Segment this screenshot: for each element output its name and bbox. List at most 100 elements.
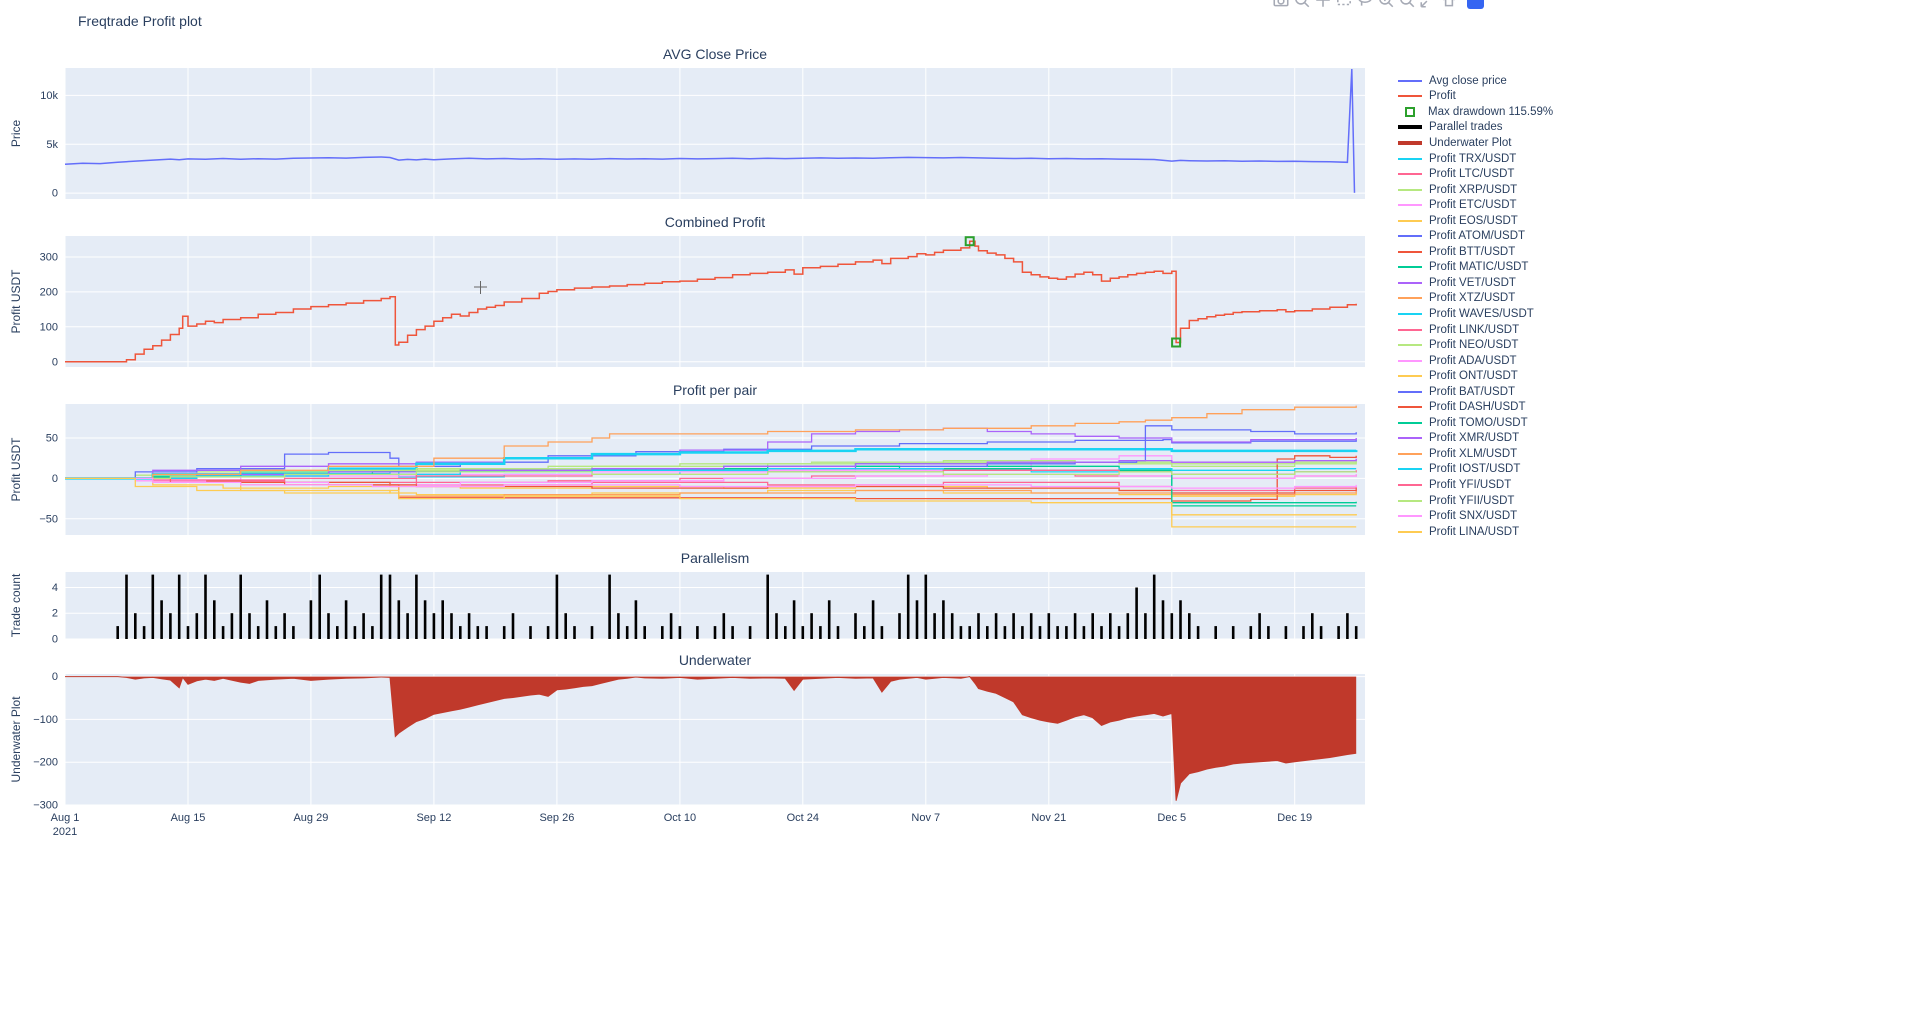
trade-count-bar — [1029, 613, 1033, 639]
legend-item-profit-iost-usdt[interactable]: Profit IOST/USDT — [1398, 462, 1553, 478]
legend-item-profit-neo-usdt[interactable]: Profit NEO/USDT — [1398, 337, 1553, 353]
trade-count-bar — [256, 626, 260, 639]
legend-item-max-drawdown-115-59[interactable]: Max drawdown 115.59% — [1398, 104, 1553, 120]
trade-count-bar — [186, 626, 190, 639]
trade-count-bar — [160, 600, 163, 639]
legend-label: Profit SNX/USDT — [1429, 510, 1518, 523]
legend-label: Profit TRX/USDT — [1429, 152, 1517, 165]
legend-item-profit-xlm-usdt[interactable]: Profit XLM/USDT — [1398, 446, 1553, 462]
trade-count-bar — [1311, 613, 1314, 639]
trade-count-bar — [476, 626, 480, 639]
legend-item-profit-snx-usdt[interactable]: Profit SNX/USDT — [1398, 508, 1553, 524]
legend-label: Profit XLM/USDT — [1429, 447, 1518, 460]
legend-label: Profit — [1429, 90, 1456, 103]
reset-axes-icon[interactable] — [1440, 0, 1458, 9]
series-profit — [65, 240, 1357, 363]
legend-item-profit-vet-usdt[interactable]: Profit VET/USDT — [1398, 275, 1553, 291]
plotly-logo[interactable] — [1467, 0, 1484, 9]
legend-item-profit[interactable]: Profit — [1398, 89, 1553, 105]
trade-count-bar — [116, 626, 119, 639]
y-tick-label: −50 — [39, 513, 58, 525]
legend-item-profit-eos-usdt[interactable]: Profit EOS/USDT — [1398, 213, 1553, 229]
legend-item-profit-waves-usdt[interactable]: Profit WAVES/USDT — [1398, 306, 1553, 322]
legend-item-profit-dash-usdt[interactable]: Profit DASH/USDT — [1398, 399, 1553, 415]
trade-count-bar — [880, 626, 884, 639]
plot-area-combined-profit[interactable] — [65, 236, 1365, 367]
plot-area-avg-close-price[interactable] — [65, 68, 1365, 199]
legend-label: Profit LTC/USDT — [1429, 168, 1515, 181]
legend-item-profit-yfi-usdt[interactable]: Profit YFI/USDT — [1398, 477, 1553, 493]
legend-label: Profit YFII/USDT — [1429, 494, 1515, 507]
legend-label: Parallel trades — [1429, 121, 1503, 134]
trade-count-bar — [195, 613, 199, 639]
trade-count-bar — [564, 613, 567, 639]
legend-item-profit-yfii-usdt[interactable]: Profit YFII/USDT — [1398, 493, 1553, 509]
trade-count-bar — [994, 613, 998, 639]
legend-item-profit-etc-usdt[interactable]: Profit ETC/USDT — [1398, 197, 1553, 213]
legend-swatch-icon — [1398, 499, 1422, 502]
y-tick-label: −200 — [33, 757, 58, 769]
trade-count-bar — [827, 600, 831, 639]
legend-label: Profit DASH/USDT — [1429, 401, 1526, 414]
zoom-in-icon[interactable] — [1377, 0, 1395, 9]
legend-swatch-icon — [1398, 266, 1422, 269]
trade-count-bar — [1021, 626, 1024, 639]
legend-swatch-icon — [1398, 312, 1422, 315]
legend-item-avg-close-price[interactable]: Avg close price — [1398, 73, 1553, 89]
legend-item-profit-xmr-usdt[interactable]: Profit XMR/USDT — [1398, 431, 1553, 447]
page-title: Freqtrade Profit plot — [78, 13, 202, 29]
trade-count-bar — [204, 574, 207, 639]
legend-item-profit-ont-usdt[interactable]: Profit ONT/USDT — [1398, 368, 1553, 384]
trade-count-bar — [573, 626, 576, 639]
legend-item-profit-lina-usdt[interactable]: Profit LINA/USDT — [1398, 524, 1553, 540]
trade-count-bar — [546, 626, 550, 639]
trade-count-bar — [344, 600, 348, 639]
trade-count-bar — [669, 613, 673, 639]
zoom-out-icon[interactable] — [1398, 0, 1416, 9]
trade-count-bar — [292, 626, 295, 639]
autoscale-icon[interactable] — [1419, 0, 1437, 9]
legend-item-profit-matic-usdt[interactable]: Profit MATIC/USDT — [1398, 260, 1553, 276]
lasso-icon[interactable] — [1356, 0, 1374, 9]
legend-item-profit-ltc-usdt[interactable]: Profit LTC/USDT — [1398, 166, 1553, 182]
legend-label: Profit LINK/USDT — [1429, 323, 1520, 336]
legend-item-profit-btt-usdt[interactable]: Profit BTT/USDT — [1398, 244, 1553, 260]
trade-count-bar — [125, 574, 128, 639]
trade-count-bar — [327, 613, 330, 639]
plot-area-profit-per-pair[interactable] — [65, 404, 1365, 535]
x-tick-year-label: 2021 — [53, 826, 77, 838]
legend-item-underwater-plot[interactable]: Underwater Plot — [1398, 135, 1553, 151]
legend-item-profit-trx-usdt[interactable]: Profit TRX/USDT — [1398, 151, 1553, 167]
legend-item-profit-xtz-usdt[interactable]: Profit XTZ/USDT — [1398, 291, 1553, 307]
subplot-title-avg-close-price: AVG Close Price — [663, 46, 767, 62]
trade-count-bar — [906, 574, 910, 639]
trade-count-bar — [1047, 613, 1051, 639]
trade-count-bar — [1144, 613, 1147, 639]
x-tick-label: Oct 10 — [664, 812, 696, 824]
legend-item-profit-link-usdt[interactable]: Profit LINK/USDT — [1398, 322, 1553, 338]
legend-label: Profit VET/USDT — [1429, 276, 1516, 289]
legend-item-profit-xrp-usdt[interactable]: Profit XRP/USDT — [1398, 182, 1553, 198]
legend-item-profit-atom-usdt[interactable]: Profit ATOM/USDT — [1398, 228, 1553, 244]
legend-swatch-icon — [1398, 328, 1422, 331]
trade-count-bar — [1117, 626, 1121, 639]
trade-count-bar — [1091, 613, 1094, 639]
legend-item-profit-bat-usdt[interactable]: Profit BAT/USDT — [1398, 384, 1553, 400]
trade-count-bar — [784, 626, 787, 639]
legend-label: Profit ETC/USDT — [1429, 199, 1517, 212]
box-select-icon[interactable] — [1335, 0, 1353, 9]
x-tick-label: Aug 29 — [293, 812, 328, 824]
pan-icon[interactable] — [1314, 0, 1332, 9]
legend-swatch-icon — [1398, 468, 1422, 471]
legend-item-profit-ada-usdt[interactable]: Profit ADA/USDT — [1398, 353, 1553, 369]
x-tick-label: Nov 7 — [911, 812, 940, 824]
legend-item-profit-tomo-usdt[interactable]: Profit TOMO/USDT — [1398, 415, 1553, 431]
y-tick-label: 200 — [40, 286, 58, 298]
camera-icon[interactable] — [1272, 0, 1290, 9]
trade-count-bar — [1337, 626, 1340, 639]
trade-count-bar — [529, 626, 532, 639]
zoom-icon[interactable] — [1293, 0, 1311, 9]
legend-item-parallel-trades[interactable]: Parallel trades — [1398, 120, 1553, 136]
